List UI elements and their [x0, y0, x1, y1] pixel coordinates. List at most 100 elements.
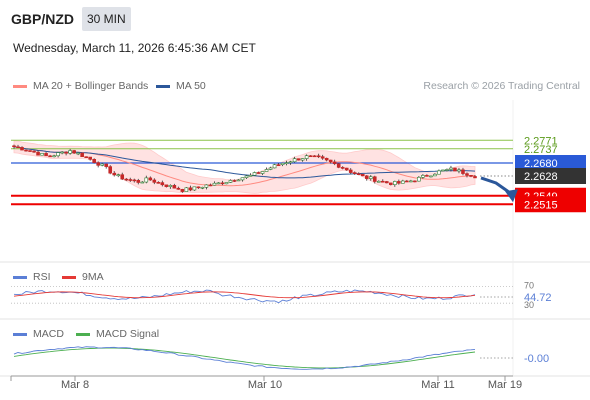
candle-body — [356, 173, 361, 175]
candle-body — [100, 163, 104, 166]
candle-body — [60, 151, 64, 154]
candle-body — [368, 176, 373, 179]
candle-body — [180, 189, 185, 192]
candle-body — [417, 176, 421, 182]
candle-body — [144, 177, 149, 183]
candle-body — [393, 181, 397, 185]
candle-body — [344, 167, 349, 171]
candle-body — [176, 187, 181, 190]
rsi-legend-label: RSI — [33, 271, 51, 283]
candle-body — [76, 152, 80, 155]
candle-body — [445, 169, 449, 171]
resistance-label: 2.2771 — [524, 135, 558, 147]
candle-body — [136, 180, 141, 183]
candle-body — [212, 182, 217, 186]
candle-body — [44, 153, 48, 157]
ma20-legend: MA 20 + Bollinger Bands — [13, 80, 148, 92]
candle-body — [328, 159, 333, 163]
time-axis-label: Mar 8 — [61, 379, 89, 391]
candle-body — [192, 186, 197, 191]
candle-body — [473, 176, 477, 179]
candle-body — [405, 180, 409, 183]
candle-body — [224, 182, 229, 185]
candle-body — [401, 180, 405, 184]
candle-body — [457, 169, 461, 172]
candle-body — [312, 155, 317, 158]
macd-swatch — [13, 332, 27, 336]
candle-body — [208, 184, 213, 187]
candle-body — [252, 172, 257, 176]
candle-body — [172, 185, 177, 189]
candle-body — [256, 172, 261, 174]
candle-body — [244, 175, 249, 179]
candle-body — [292, 158, 297, 163]
candle-body — [108, 166, 113, 174]
candle-body — [236, 179, 241, 182]
datetime-label: Wednesday, March 11, 2026 6:45:36 AM CET — [13, 41, 256, 55]
candle-body — [56, 152, 60, 157]
candle-body — [364, 175, 369, 179]
candle-body — [284, 162, 289, 165]
candle-body — [96, 162, 100, 166]
candle-body — [104, 163, 108, 167]
candle-body — [437, 170, 441, 175]
ma50-legend-label: MA 50 — [176, 80, 206, 92]
candle-body — [248, 174, 253, 177]
candle-body — [88, 156, 92, 160]
candle-body — [32, 150, 36, 153]
candle-body — [12, 145, 16, 148]
pivot-label-box — [515, 155, 586, 171]
candle-body — [116, 174, 121, 176]
candle-body — [156, 182, 161, 184]
time-axis-label: Mar 19 — [488, 379, 522, 391]
ma50-line — [13, 146, 476, 179]
candle-body — [469, 175, 473, 177]
credit-text: Research © 2026 Trading Central — [423, 80, 580, 92]
pivot-label: 2.2680 — [524, 158, 558, 170]
candle-body — [441, 169, 445, 172]
candle-body — [268, 167, 273, 170]
candle-body — [164, 184, 169, 187]
candle-body — [72, 150, 76, 154]
candle-body — [449, 167, 453, 170]
macd-line — [13, 346, 476, 370]
candle-body — [264, 169, 269, 172]
macd-signal-legend-label: MACD Signal — [96, 328, 160, 340]
rsi-tick-label: 44.72 — [524, 292, 552, 304]
candle-body — [360, 174, 365, 177]
candle-body — [352, 172, 357, 174]
candle-body — [280, 162, 285, 165]
ma50-swatch — [156, 84, 170, 88]
candle-body — [184, 187, 189, 192]
candle-body — [28, 150, 32, 152]
candle-body — [148, 177, 153, 181]
timeframe-badge[interactable]: 30 MIN — [82, 7, 131, 31]
candle-body — [300, 158, 305, 161]
candle-body — [372, 176, 377, 182]
candle-body — [397, 181, 401, 184]
candle-body — [260, 171, 265, 174]
candle-body — [389, 182, 393, 185]
candle-body — [204, 184, 209, 188]
candle-body — [453, 167, 457, 172]
rsi-ma-line — [13, 291, 476, 299]
candle-body — [308, 155, 313, 158]
rsi-ma-legend-label: 9MA — [82, 271, 104, 283]
candle-body — [348, 169, 353, 173]
forecast-arrow — [480, 176, 513, 196]
current-price-label: 2.2628 — [524, 171, 558, 183]
candle-body — [112, 172, 117, 176]
candle-body — [276, 164, 281, 166]
candle-body — [120, 174, 125, 180]
macd-panel: -0.00 — [13, 346, 549, 370]
rsi-swatch — [13, 275, 27, 279]
candle-body — [316, 155, 321, 158]
candle-body — [380, 180, 385, 183]
candle-body — [52, 155, 56, 158]
rsi-ma-legend: 9MA — [62, 271, 104, 283]
candle-body — [160, 182, 165, 186]
candle-body — [336, 163, 341, 168]
candle-body — [200, 186, 205, 189]
